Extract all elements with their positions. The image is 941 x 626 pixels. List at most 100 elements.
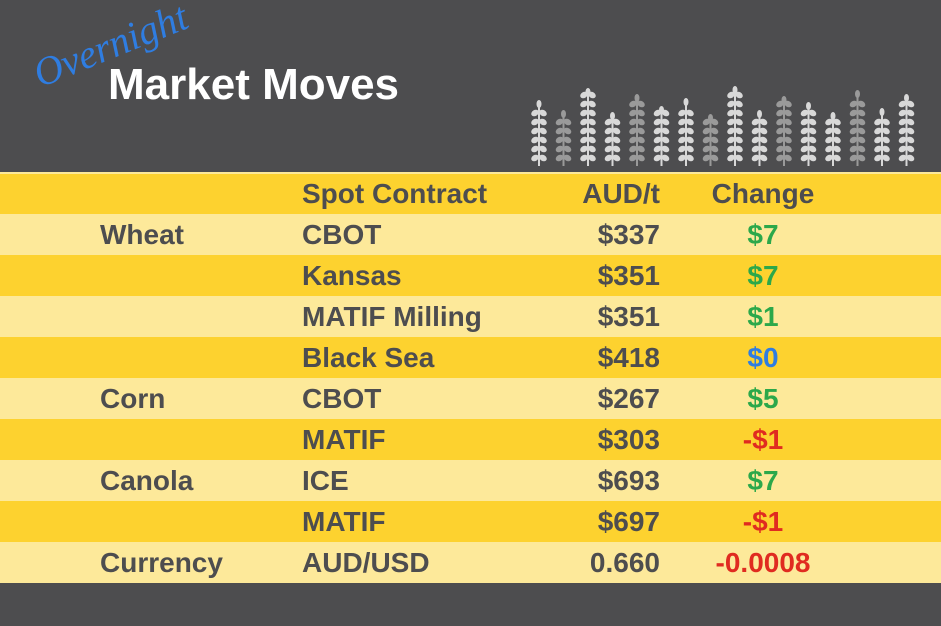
wheat-shape <box>637 145 645 153</box>
wheat-shape <box>882 145 890 153</box>
table-row: MATIF $697 -$1 <box>0 501 941 542</box>
group-cell: Corn <box>100 382 166 414</box>
wheat-shape <box>563 145 572 153</box>
wheat-shape <box>653 127 662 135</box>
table-row: Currency AUD/USD 0.660 -0.0008 <box>0 542 941 583</box>
wheat-shape <box>898 118 907 126</box>
group-cell: Wheat <box>100 218 184 250</box>
wheat-shape <box>588 145 596 153</box>
contract-cell: CBOT <box>302 218 382 250</box>
wheat-shape <box>855 90 860 98</box>
wheat-shape <box>563 154 572 162</box>
contract-cell: AUD/USD <box>302 546 430 578</box>
wheat-shape <box>800 127 809 135</box>
wheat-shape <box>661 127 670 135</box>
wheat-shape <box>678 118 686 126</box>
wheat-shape <box>708 114 713 122</box>
wheat-shape <box>536 100 542 108</box>
change-cell: -$1 <box>742 505 784 537</box>
wheat-shape <box>849 109 858 117</box>
wheat-shape <box>825 145 833 153</box>
wheat-shape <box>759 145 768 153</box>
wheat-shape <box>833 127 841 135</box>
wheat-shape <box>776 127 784 135</box>
wheat-shape <box>653 154 662 162</box>
wheat-shape <box>800 154 809 162</box>
wheat-shape <box>800 118 809 126</box>
column-header: AUD/t <box>582 178 660 209</box>
table-row: Kansas $351 $7 <box>0 255 941 296</box>
price-cell: $267 <box>597 382 660 414</box>
wheat-shape <box>898 154 907 162</box>
wheat-shape <box>808 136 817 144</box>
wheat-shape <box>759 136 768 144</box>
wheat-shape <box>686 109 694 117</box>
wheat-shape <box>751 145 760 153</box>
wheat-shape <box>686 136 694 144</box>
wheat-shape <box>604 145 613 153</box>
contract-cell: MATIF <box>302 423 386 455</box>
wheat-shape <box>904 94 909 102</box>
wheat-shape <box>555 145 564 153</box>
wheat-shape <box>555 136 564 144</box>
wheat-shape <box>727 109 735 117</box>
contract-cell: MATIF Milling <box>302 300 482 332</box>
wheat-shape <box>784 100 792 108</box>
wheat-shape <box>580 127 588 135</box>
wheat-shape <box>735 154 743 162</box>
wheat-shape <box>702 145 711 153</box>
price-cell: 0.660 <box>589 546 660 578</box>
footer <box>0 584 941 626</box>
wheat-shape <box>610 112 615 120</box>
wheat-shape <box>784 154 792 162</box>
wheat-shape <box>710 145 719 153</box>
wheat-shape <box>629 145 637 153</box>
wheat-shape <box>678 136 686 144</box>
wheat-shape <box>702 127 711 135</box>
change-cell: $7 <box>747 464 779 496</box>
wheat-shape <box>751 136 760 144</box>
wheat-shape <box>833 154 841 162</box>
wheat-shape <box>849 145 858 153</box>
wheat-shape <box>879 108 885 116</box>
wheat-shape <box>784 136 792 144</box>
wheat-shape <box>906 100 915 108</box>
wheat-shape <box>825 136 833 144</box>
change-cell: $5 <box>747 382 779 414</box>
price-cell: $693 <box>597 464 660 496</box>
wheat-shape <box>629 154 637 162</box>
wheat-shape <box>531 136 539 144</box>
wheat-shape <box>849 154 858 162</box>
contract-cell: MATIF <box>302 505 386 537</box>
wheat-shape <box>906 154 915 162</box>
wheat-shape <box>634 94 640 102</box>
wheat-shape <box>808 154 817 162</box>
wheat-shape <box>830 112 836 120</box>
wheat-shape <box>678 145 686 153</box>
contract-cell: Kansas <box>302 259 402 291</box>
price-cell: $351 <box>597 259 660 291</box>
wheat-shape <box>531 127 539 135</box>
wheat-shape <box>661 154 670 162</box>
wheat-shape <box>800 145 809 153</box>
wheat-shape <box>898 109 907 117</box>
wheat-shape <box>857 100 866 108</box>
wheat-shape <box>857 154 866 162</box>
wheat-shape <box>849 100 858 108</box>
wheat-shape <box>874 118 882 126</box>
wheat-shape <box>727 145 735 153</box>
contract-cell: Black Sea <box>302 341 435 373</box>
change-cell: $0 <box>747 341 779 373</box>
wheat-shape <box>588 154 596 162</box>
wheat-shape <box>678 127 686 135</box>
wheat-shape <box>898 145 907 153</box>
wheat-shape <box>857 136 866 144</box>
wheat-shape <box>759 118 768 126</box>
wheat-shape <box>781 96 787 104</box>
wheat-shape <box>735 91 743 99</box>
wheat-shape <box>849 118 858 126</box>
wheat-shape <box>800 109 809 117</box>
wheat-shape <box>727 91 735 99</box>
wheat-shape <box>686 127 694 135</box>
